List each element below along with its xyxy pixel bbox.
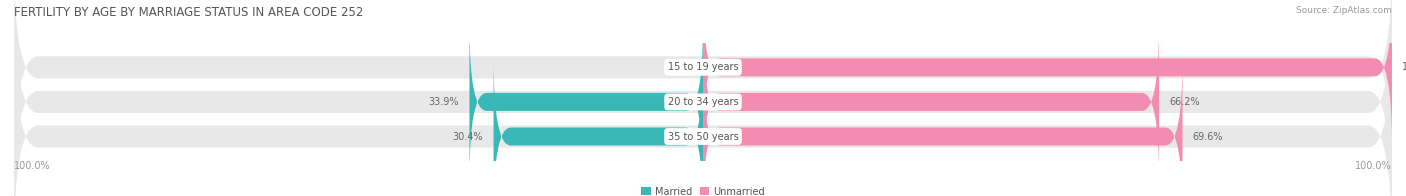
Legend: Married, Unmarried: Married, Unmarried [637, 183, 769, 196]
Text: 69.6%: 69.6% [1192, 132, 1223, 142]
Text: 30.4%: 30.4% [453, 132, 484, 142]
Text: 15 to 19 years: 15 to 19 years [668, 62, 738, 72]
FancyBboxPatch shape [470, 24, 703, 179]
Text: 66.2%: 66.2% [1170, 97, 1201, 107]
Text: FERTILITY BY AGE BY MARRIAGE STATUS IN AREA CODE 252: FERTILITY BY AGE BY MARRIAGE STATUS IN A… [14, 6, 363, 19]
Text: Source: ZipAtlas.com: Source: ZipAtlas.com [1296, 6, 1392, 15]
FancyBboxPatch shape [14, 0, 1392, 177]
FancyBboxPatch shape [703, 24, 1159, 179]
FancyBboxPatch shape [14, 26, 1392, 196]
Text: 35 to 50 years: 35 to 50 years [668, 132, 738, 142]
Text: 100.0%: 100.0% [14, 161, 51, 171]
Text: 100.0%: 100.0% [1402, 62, 1406, 72]
Text: 100.0%: 100.0% [1355, 161, 1392, 171]
Text: 0.0%: 0.0% [665, 62, 689, 72]
Text: 20 to 34 years: 20 to 34 years [668, 97, 738, 107]
FancyBboxPatch shape [703, 0, 1392, 145]
FancyBboxPatch shape [14, 0, 1392, 196]
FancyBboxPatch shape [494, 59, 703, 196]
Text: 33.9%: 33.9% [429, 97, 460, 107]
FancyBboxPatch shape [703, 59, 1182, 196]
